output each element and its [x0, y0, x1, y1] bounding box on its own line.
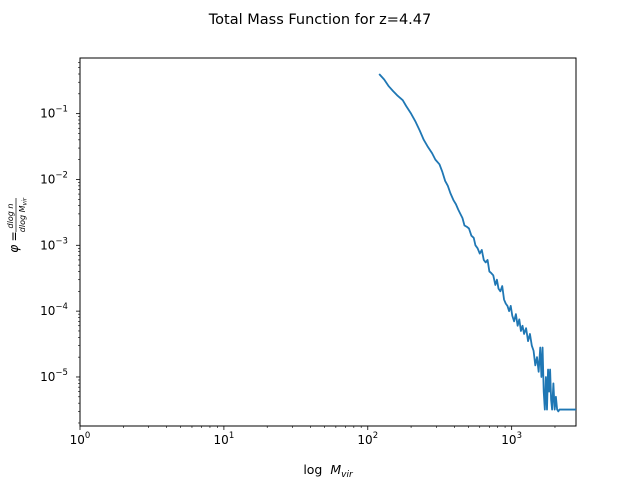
svg-text:log Mvir: log Mvir — [303, 462, 354, 480]
plot-frame — [79, 57, 577, 427]
x-axis-label: log Mvir — [303, 462, 354, 480]
x-tick-label: 102 — [357, 431, 378, 447]
svg-text:dlog n: dlog n — [6, 204, 15, 229]
svg-text:dlog Mvir: dlog Mvir — [18, 197, 29, 232]
x-tick-label: 101 — [214, 431, 235, 447]
y-tick-label: 10−1 — [40, 105, 68, 121]
axis-ticks: 100 101 102 103 10−5 10−4 10−3 10−2 10−1 — [40, 62, 556, 447]
x-tick-label: 103 — [501, 431, 522, 447]
y-tick-label: 10−3 — [40, 236, 68, 252]
y-axis-label: φ= dlog n dlog Mvir — [6, 197, 29, 253]
y-tick-label: 10−2 — [40, 170, 68, 186]
chart-title: Total Mass Function for z=4.47 — [208, 12, 431, 28]
x-tick-label: 100 — [70, 431, 91, 447]
series-line — [378, 73, 576, 413]
svg-text:φ=: φ= — [6, 231, 21, 253]
plot-area: 100 101 102 103 10−5 10−4 10−3 10−2 10−1 — [40, 57, 577, 447]
y-tick-label: 10−4 — [40, 302, 68, 318]
y-tick-label: 10−5 — [40, 368, 68, 384]
